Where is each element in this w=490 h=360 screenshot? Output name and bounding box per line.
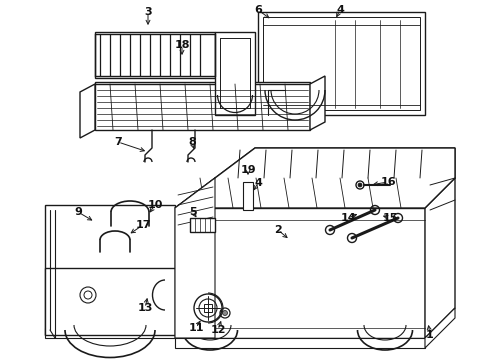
Polygon shape bbox=[204, 304, 212, 312]
Text: 14: 14 bbox=[340, 213, 356, 223]
Text: 9: 9 bbox=[74, 207, 82, 217]
Polygon shape bbox=[45, 268, 175, 335]
Text: 8: 8 bbox=[188, 137, 196, 147]
Text: 19: 19 bbox=[240, 165, 256, 175]
Polygon shape bbox=[425, 178, 455, 338]
Polygon shape bbox=[175, 148, 455, 208]
Polygon shape bbox=[45, 205, 175, 335]
Polygon shape bbox=[215, 32, 255, 115]
Polygon shape bbox=[263, 17, 420, 110]
Polygon shape bbox=[425, 308, 455, 348]
Circle shape bbox=[358, 183, 362, 187]
Polygon shape bbox=[175, 338, 425, 348]
Polygon shape bbox=[175, 178, 455, 208]
Polygon shape bbox=[215, 148, 455, 178]
Text: 7: 7 bbox=[114, 137, 122, 147]
Polygon shape bbox=[243, 182, 253, 210]
Polygon shape bbox=[95, 84, 310, 130]
Text: 4: 4 bbox=[336, 5, 344, 15]
Text: 10: 10 bbox=[147, 200, 163, 210]
Polygon shape bbox=[310, 76, 325, 130]
Polygon shape bbox=[175, 208, 425, 338]
Text: 5: 5 bbox=[189, 207, 197, 217]
Text: 18: 18 bbox=[174, 40, 190, 50]
Text: 4: 4 bbox=[254, 178, 262, 188]
Text: 6: 6 bbox=[254, 5, 262, 15]
Text: 3: 3 bbox=[144, 7, 152, 17]
Text: 17: 17 bbox=[135, 220, 151, 230]
Polygon shape bbox=[190, 218, 215, 232]
Text: 15: 15 bbox=[382, 213, 398, 223]
Text: 1: 1 bbox=[426, 330, 434, 340]
Polygon shape bbox=[258, 12, 425, 115]
Circle shape bbox=[222, 310, 227, 315]
Text: 11: 11 bbox=[188, 323, 204, 333]
Polygon shape bbox=[95, 32, 215, 78]
Polygon shape bbox=[95, 82, 310, 128]
Polygon shape bbox=[45, 328, 175, 338]
Text: 12: 12 bbox=[210, 325, 226, 335]
Text: 16: 16 bbox=[380, 177, 396, 187]
Text: 2: 2 bbox=[274, 225, 282, 235]
Polygon shape bbox=[175, 178, 215, 338]
Polygon shape bbox=[80, 84, 95, 138]
Text: 13: 13 bbox=[137, 303, 153, 313]
